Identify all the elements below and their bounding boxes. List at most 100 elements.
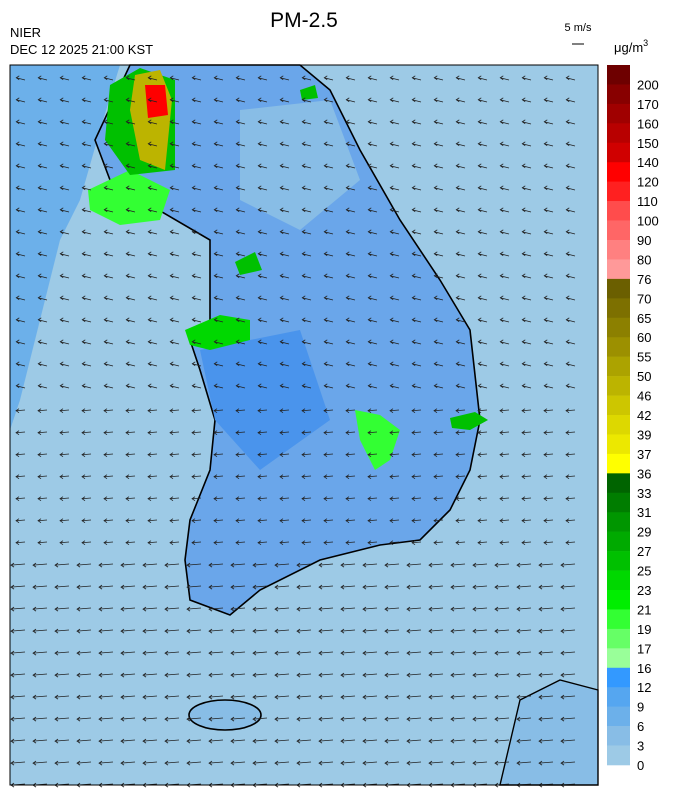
wind-arrow	[538, 760, 554, 766]
wind-arrow	[362, 672, 378, 678]
wind-arrow	[213, 185, 224, 191]
wind-arrow	[411, 207, 422, 213]
wind-arrow	[472, 760, 488, 766]
wind-arrow	[543, 273, 554, 279]
wind-arrow	[81, 339, 92, 345]
wind-arrow	[389, 97, 400, 103]
colorbar-swatch	[607, 415, 630, 435]
wind-arrow	[543, 430, 554, 436]
wind-arrow	[169, 273, 180, 279]
colorbar-label: 17	[637, 641, 651, 656]
wind-arrow	[98, 672, 114, 678]
wind-arrow	[499, 185, 510, 191]
wind-arrow	[406, 650, 422, 656]
wind-arrow	[279, 273, 290, 279]
wind-arrow	[565, 229, 576, 235]
wind-arrow	[565, 496, 576, 502]
wind-arrow	[345, 518, 356, 524]
map	[10, 64, 599, 786]
wind-arrow	[257, 518, 268, 524]
wind-arrow	[186, 606, 202, 612]
wind-arrow	[37, 207, 48, 213]
unit: μg/m3	[614, 38, 648, 55]
wind-arrow	[147, 251, 158, 257]
wind-arrow	[15, 430, 26, 436]
wind-arrow	[252, 716, 268, 722]
wind-arrow	[213, 339, 224, 345]
wind-arrow	[455, 361, 466, 367]
wind-arrow	[257, 273, 268, 279]
wind-arrow	[323, 251, 334, 257]
wind-arrow	[59, 383, 70, 389]
colorbar-swatch	[607, 628, 630, 649]
patch-green-6	[450, 412, 488, 430]
wind-arrow	[543, 97, 554, 103]
wind-arrow	[15, 408, 26, 414]
wind-arrow	[301, 361, 312, 367]
wind-arrow	[433, 383, 444, 389]
wind-arrow	[477, 75, 488, 81]
wind-arrow	[455, 163, 466, 169]
wind-arrow	[323, 361, 334, 367]
wind-arrow	[301, 430, 312, 436]
wind-arrow	[296, 694, 312, 700]
wind-arrow	[125, 295, 136, 301]
wind-arrow	[565, 141, 576, 147]
wind-arrow	[147, 207, 158, 213]
title: PM-2.5	[270, 9, 338, 32]
wind-arrow	[235, 430, 246, 436]
jeju	[188, 699, 262, 731]
wind-arrow	[323, 540, 334, 546]
wind-arrow	[345, 361, 356, 367]
wind-arrow	[362, 628, 378, 634]
wind-arrow	[560, 716, 576, 722]
colorbar-label: 16	[637, 661, 651, 676]
wind-arrow	[125, 75, 136, 81]
colorbar-label: 76	[637, 272, 651, 287]
wind-arrow	[406, 628, 422, 634]
colorbar-swatch	[607, 590, 630, 610]
wind-arrow	[494, 562, 510, 568]
wind-arrow	[521, 452, 532, 458]
wind-arrow	[103, 229, 114, 235]
wind-arrow	[120, 562, 136, 568]
wind-arrow	[428, 606, 444, 612]
wind-arrow	[147, 317, 158, 323]
wind-arrow	[191, 229, 202, 235]
wind-arrow	[411, 317, 422, 323]
wind-arrow	[433, 207, 444, 213]
wind-arrow	[59, 119, 70, 125]
colorbar-swatch	[607, 259, 630, 280]
wind-arrow	[125, 474, 136, 480]
wind-arrow	[296, 606, 312, 612]
wind-arrow	[301, 163, 312, 169]
wind-arrow	[345, 273, 356, 279]
wind-arrow	[169, 339, 180, 345]
wind-arrow	[301, 452, 312, 458]
wind-arrow	[213, 383, 224, 389]
wind-arrow	[340, 694, 356, 700]
wind-arrow	[147, 97, 158, 103]
wind-arrow	[543, 518, 554, 524]
wind-arrow	[499, 295, 510, 301]
wind-arrow	[450, 562, 466, 568]
colorbar-label: 46	[637, 389, 651, 404]
wind-arrow	[59, 361, 70, 367]
colorbar-label: 27	[637, 544, 651, 559]
wind-arrow	[367, 518, 378, 524]
wind-arrow	[59, 540, 70, 546]
patch-green-5	[355, 410, 400, 470]
wind-arrow	[367, 273, 378, 279]
wind-arrow	[389, 75, 400, 81]
wind-arrow	[543, 361, 554, 367]
wind-arrow	[125, 229, 136, 235]
wind-arrow	[389, 273, 400, 279]
wind-arrow	[560, 584, 576, 590]
wind-arrow	[257, 408, 268, 414]
wind-arrow	[538, 716, 554, 722]
wind-arrow	[103, 273, 114, 279]
wind-arrow	[147, 185, 158, 191]
wind-arrow	[323, 339, 334, 345]
wind-arrow	[257, 361, 268, 367]
